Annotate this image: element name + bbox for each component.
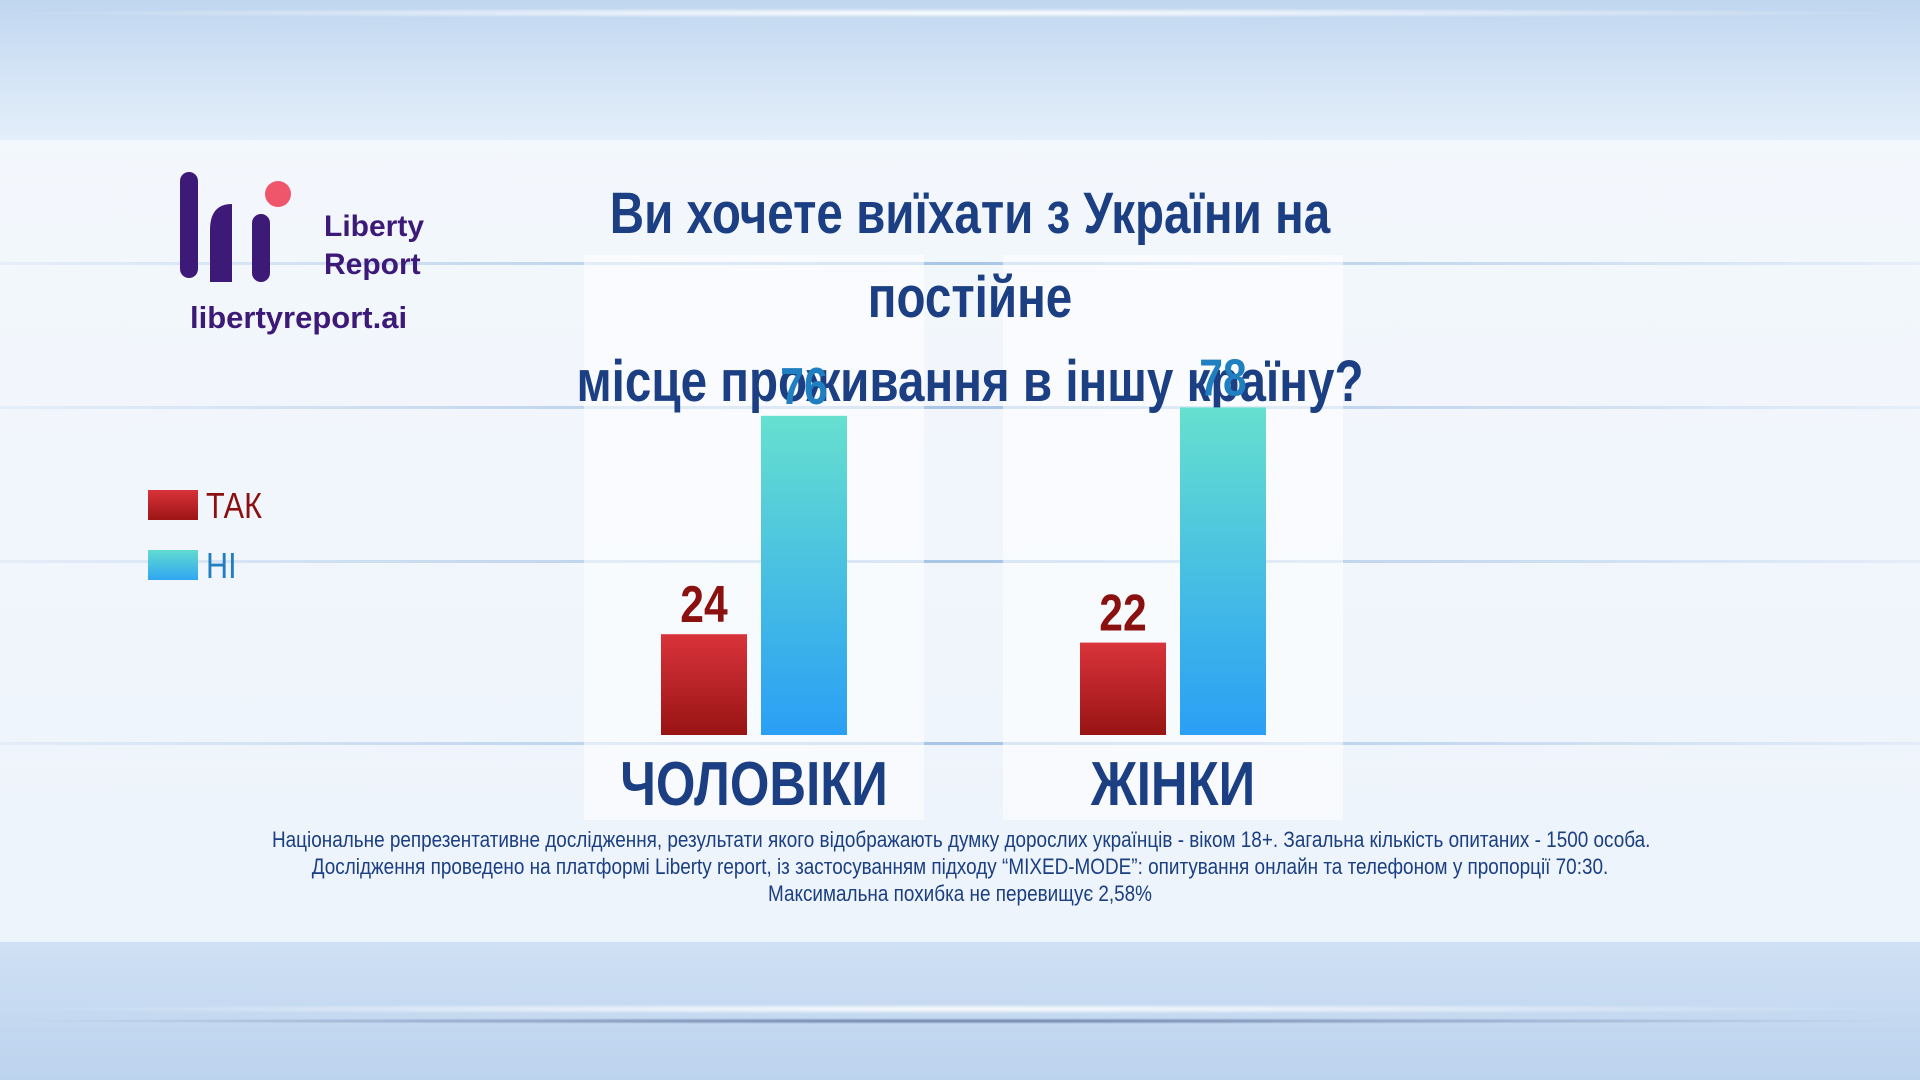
legend-label-no: НІ (206, 545, 237, 586)
bar-yes-0 (661, 634, 747, 735)
backdrop-streak (0, 262, 1920, 265)
legend-swatch-no (148, 550, 198, 580)
chart-title-line-2: місце проживання в іншу країну? (576, 349, 1364, 414)
column-backdrop-men (584, 255, 924, 820)
legend-label-yes: ТАК (206, 485, 262, 526)
bar-yes-1 (1080, 642, 1166, 735)
category-label-0: ЧОЛОВІКИ (620, 750, 888, 819)
backdrop-streak (0, 560, 1920, 563)
backdrop-streak (0, 742, 1920, 745)
methodology-note: Національне репрезентативне дослідження,… (160, 826, 1760, 907)
liberty-report-logo: Liberty Report libertyreport.ai (176, 172, 456, 335)
data-label-no-1: 78 (1199, 349, 1246, 407)
data-label-yes-1: 22 (1099, 585, 1146, 643)
bottom-backdrop (0, 942, 1920, 1080)
logo-mark-icon (180, 172, 291, 282)
data-label-yes-0: 24 (680, 576, 728, 634)
logo-word-report: Report (324, 248, 421, 281)
category-label-1: ЖІНКИ (1090, 750, 1255, 819)
bar-no-0 (761, 415, 847, 735)
logo-url[interactable]: libertyreport.ai (190, 300, 408, 335)
chart-title: Ви хочете виїхати з України на постійне … (519, 172, 1421, 424)
bar-no-1 (1180, 407, 1266, 735)
column-backdrop-women (1003, 255, 1343, 820)
content-panel (0, 140, 1920, 942)
methodology-line-2: Дослідження проведено на платформі Liber… (311, 854, 1609, 879)
logo-wordmark: Liberty Report (324, 208, 424, 284)
methodology-line-1: Національне репрезентативне дослідження,… (272, 827, 1651, 852)
methodology-line-3: Максимальна похибка не перевищує 2,58% (767, 881, 1153, 906)
top-backdrop (0, 0, 1920, 140)
backdrop-streak (0, 406, 1920, 409)
logo-word-liberty: Liberty (324, 210, 425, 243)
data-label-no-0: 76 (780, 358, 827, 416)
chart-title-line-1: Ви хочете виїхати з України на постійне (609, 181, 1331, 330)
legend-swatch-yes (148, 490, 198, 520)
